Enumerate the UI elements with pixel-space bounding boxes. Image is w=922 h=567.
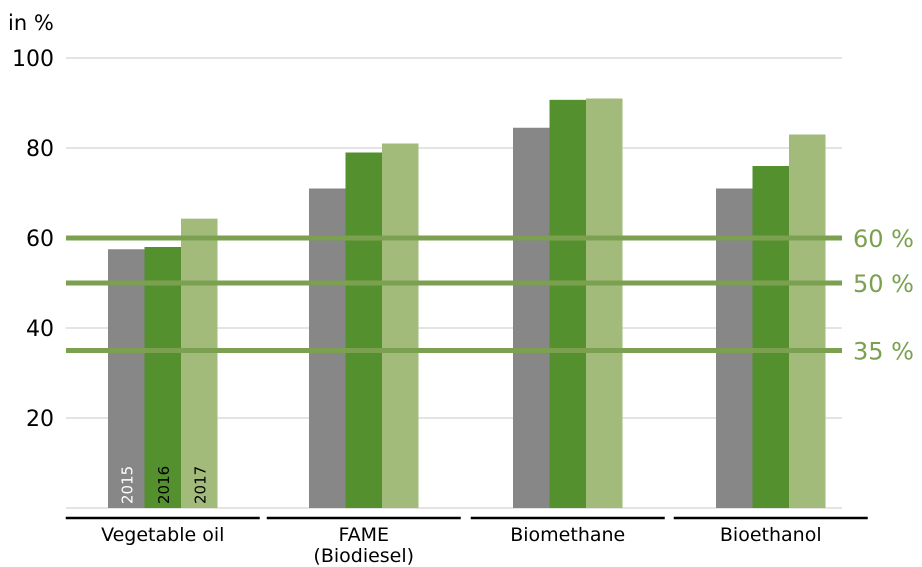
bar-2017-2 <box>586 98 623 508</box>
category-label-2: Biomethane <box>510 524 625 546</box>
y-tick-label-20: 20 <box>26 407 54 432</box>
bar-2017-0 <box>181 218 218 508</box>
threshold-lines <box>66 235 842 353</box>
bar-2016-0 <box>144 247 181 508</box>
bar-2016-1 <box>345 152 382 508</box>
y-axis-label: in % <box>8 11 54 35</box>
category-label-1: FAME (Biodiesel) <box>313 524 414 567</box>
bar-2016-2 <box>549 99 586 508</box>
y-tick-label-100: 100 <box>12 47 54 72</box>
bar-2015-0 <box>108 249 145 508</box>
series-label-2016: 2016 <box>155 466 173 504</box>
bars <box>108 98 826 508</box>
bar-2017-3 <box>789 134 826 508</box>
bar-2015-2 <box>513 127 550 508</box>
y-tick-label-40: 40 <box>26 317 54 342</box>
threshold-label-60: 60 % <box>853 225 914 253</box>
labels: 2015 2016 2017 60 % 50 % 35 % <box>118 225 914 504</box>
series-label-2015: 2015 <box>118 466 136 504</box>
y-tick-label-60: 60 <box>26 227 54 252</box>
series-label-2017: 2017 <box>191 466 209 504</box>
category-label-0: Vegetable oil <box>101 524 224 546</box>
axes: in % 20 40 60 80 100 Vegetable oil FAME (Biodie… <box>8 11 868 567</box>
y-tick-label-80: 80 <box>26 137 54 162</box>
threshold-label-50: 50 % <box>853 270 914 298</box>
bar-2017-1 <box>382 143 419 508</box>
threshold-label-35: 35 % <box>853 338 914 366</box>
category-label-3: Bioethanol <box>720 524 822 546</box>
bar-2016-3 <box>752 166 789 508</box>
